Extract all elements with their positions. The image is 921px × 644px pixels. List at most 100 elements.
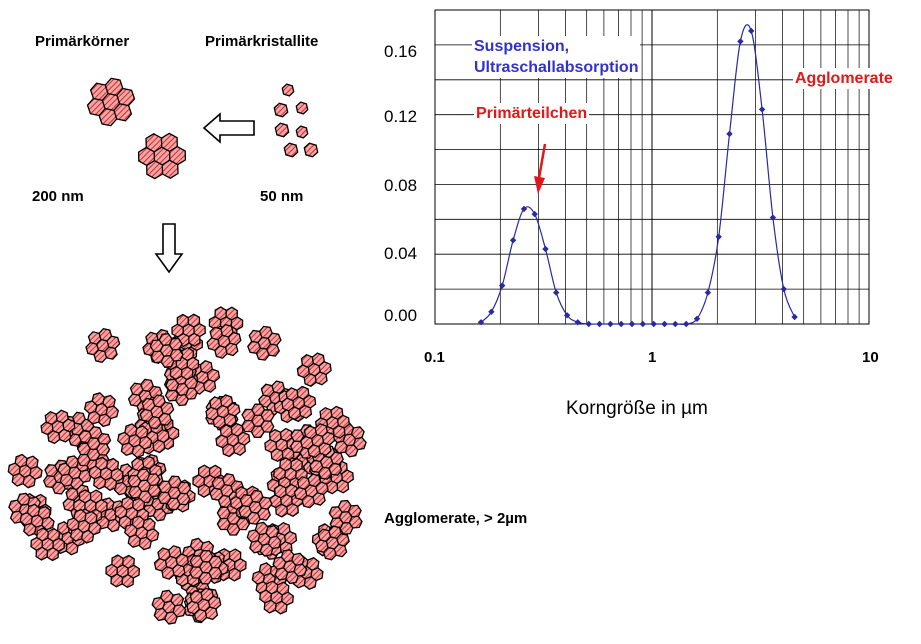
primary-crystallite-group xyxy=(273,83,319,158)
hexagonal-particle xyxy=(156,428,170,444)
hexagonal-particle xyxy=(310,567,324,582)
hexagonal-particle xyxy=(265,580,279,595)
hexagonal-particle xyxy=(176,481,192,495)
chart-grid xyxy=(434,10,869,324)
hexagonal-particle xyxy=(197,464,211,479)
hexagonal-particle xyxy=(145,133,163,153)
size-crystallites-label: 50 nm xyxy=(260,188,304,205)
agglomerate-caption: Agglomerate, > 2µm xyxy=(384,510,528,527)
data-point xyxy=(661,320,668,328)
hexagonal-particle xyxy=(348,515,363,529)
hexagonal-particle xyxy=(128,485,143,499)
hexagonal-particle xyxy=(175,553,190,568)
data-point xyxy=(488,308,495,316)
hexagonal-particle xyxy=(315,481,329,496)
hexagonal-particle xyxy=(279,457,292,472)
primary-grain-cluster xyxy=(86,77,136,127)
data-point xyxy=(509,237,517,244)
primary-grains-label: Primärkörner xyxy=(35,33,130,50)
hexagonal-particle xyxy=(281,591,294,606)
y-tick-label: 0.12 xyxy=(384,107,418,126)
hexagonal-particle xyxy=(157,491,172,505)
hexagonal-particle xyxy=(321,431,336,446)
data-point xyxy=(780,285,787,293)
data-point xyxy=(650,320,657,328)
hexagonal-particle xyxy=(166,426,180,441)
hexagonal-particle xyxy=(303,142,319,158)
data-point xyxy=(639,320,646,328)
hexagonal-particle xyxy=(303,394,317,409)
hexagonal-particle xyxy=(216,517,231,531)
hexagonal-particle xyxy=(238,504,253,519)
hexagonal-particle xyxy=(116,87,136,107)
data-point xyxy=(758,106,766,113)
hexagonal-particle xyxy=(193,322,206,338)
hexagonal-particle xyxy=(281,83,295,97)
hexagonal-particle xyxy=(258,496,273,510)
hexagonal-particle xyxy=(186,356,200,371)
hexagonal-particle xyxy=(230,316,244,331)
hexagonal-particle xyxy=(206,368,221,383)
data-point xyxy=(542,245,549,253)
hexagonal-particle xyxy=(241,419,256,433)
hexagonal-particle xyxy=(318,361,332,376)
primaerteilchen-pointer-head xyxy=(534,176,545,194)
hexagonal-particle xyxy=(41,516,55,531)
hexagonal-particle xyxy=(295,125,309,139)
hexagonal-particle xyxy=(247,340,262,355)
data-point xyxy=(499,282,506,289)
data-point xyxy=(769,214,777,221)
hexagonal-particle xyxy=(329,451,344,466)
hexagonal-particle xyxy=(284,530,298,546)
data-point xyxy=(531,210,538,218)
hexagonal-particle xyxy=(87,521,102,536)
y-tick-label: 0.00 xyxy=(384,306,418,325)
data-point xyxy=(704,289,712,296)
size-distribution-chart xyxy=(434,9,870,328)
hexagonal-particle xyxy=(127,564,140,579)
hexagonal-particle xyxy=(227,331,242,346)
x-tick-label: 0.1 xyxy=(424,349,445,366)
hexagonal-particle xyxy=(208,555,223,569)
hexagonal-particle xyxy=(176,313,190,329)
data-point xyxy=(553,289,560,296)
hexagonal-particle xyxy=(169,348,184,362)
hexagonal-particle xyxy=(274,484,287,499)
data-point xyxy=(618,320,625,328)
size-grains-label: 200 nm xyxy=(32,188,84,205)
hexagonal-particle xyxy=(95,456,109,471)
data-point xyxy=(596,320,603,328)
x-axis-title: Korngröße in µm xyxy=(566,398,708,419)
annotation-agglomerate: Agglomerate xyxy=(793,68,895,89)
hollow-down-arrow-icon xyxy=(154,223,184,274)
data-point xyxy=(574,319,581,326)
hexagonal-particle xyxy=(234,558,247,573)
hexagonal-particle xyxy=(106,335,121,350)
hexagonal-particle xyxy=(62,418,76,433)
particle-illustration xyxy=(7,77,367,625)
hexagonal-particle xyxy=(189,566,204,579)
primary-crystallites-label: Primärkristallite xyxy=(205,33,319,50)
data-point xyxy=(585,320,592,328)
hexagonal-particle xyxy=(267,332,282,346)
data-point xyxy=(748,27,755,35)
hexagonal-particle xyxy=(52,537,65,552)
hexagonal-particle xyxy=(207,595,222,610)
data-point xyxy=(672,320,679,328)
hexagonal-particle xyxy=(273,102,289,118)
hexagonal-particle xyxy=(319,406,333,422)
hexagonal-particle xyxy=(309,459,324,474)
hexagonal-particle xyxy=(295,101,309,115)
primaerteilchen-pointer-arrow xyxy=(537,143,547,179)
hexagonal-particle xyxy=(237,431,251,446)
hexagonal-particle xyxy=(168,145,187,166)
hexagonal-particle xyxy=(121,496,135,511)
hollow-left-arrow-icon xyxy=(202,112,255,144)
data-point xyxy=(477,319,485,326)
hexagonal-particle xyxy=(214,306,227,321)
hexagonal-particle xyxy=(44,411,58,426)
hexagonal-particle xyxy=(42,474,58,489)
hexagonal-particle xyxy=(146,473,161,487)
hexagonal-particle xyxy=(168,337,183,351)
hexagonal-particle xyxy=(105,405,120,420)
